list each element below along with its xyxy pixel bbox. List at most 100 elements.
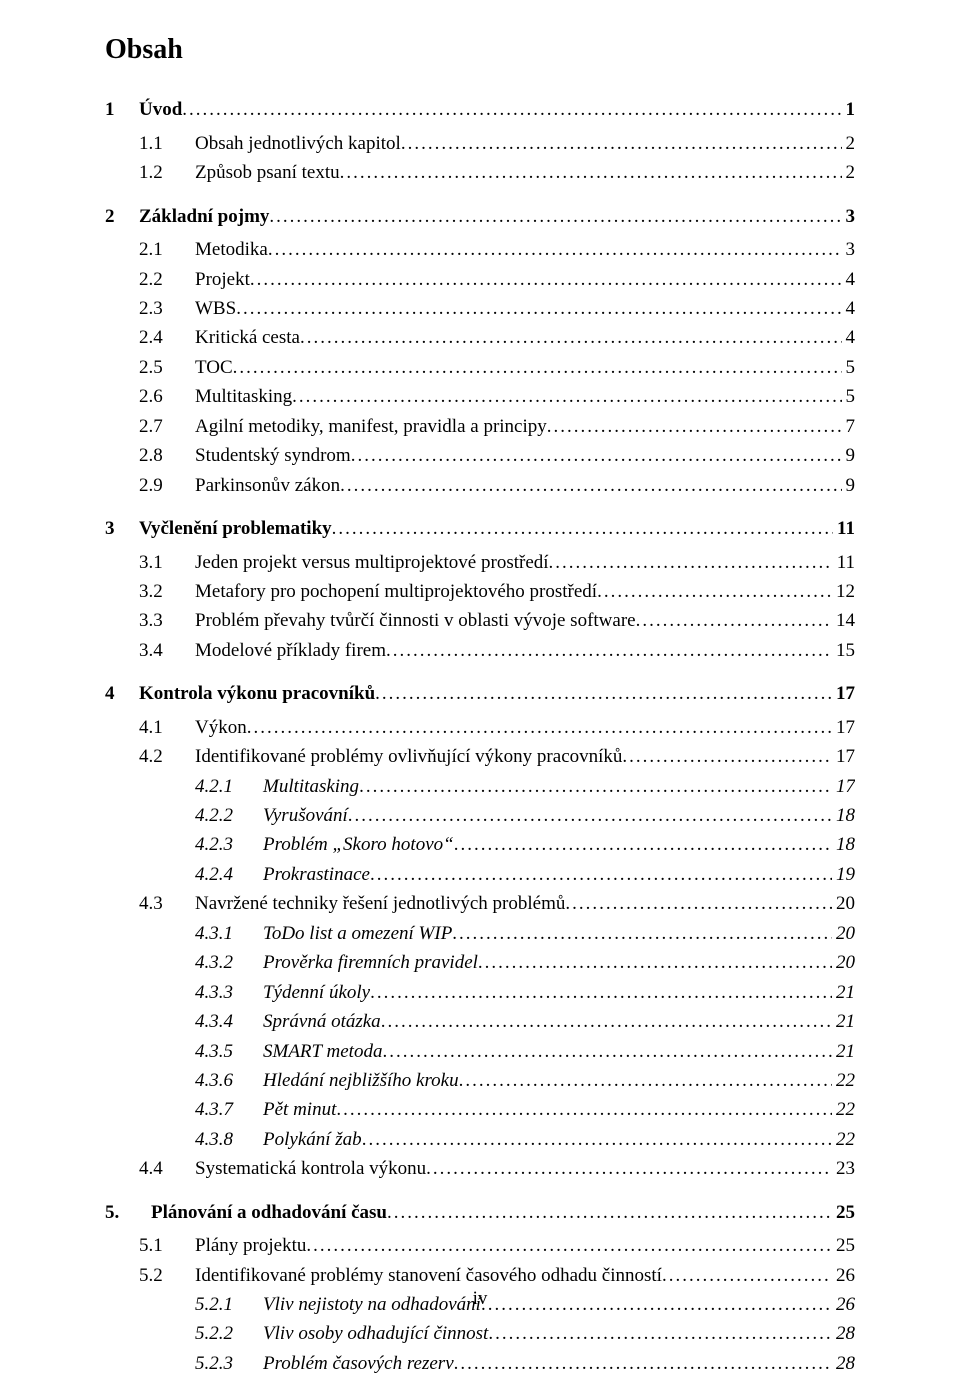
toc-dot-leader [370,978,832,1007]
toc-dot-leader [300,323,842,352]
toc-entry-number: 4.4 [139,1154,195,1183]
toc-entry: 5.2.3Problém časových rezerv28 [195,1349,855,1378]
toc-entry-label: Agilní metodiky, manifest, pravidla a pr… [195,412,547,441]
toc-entry: 3.4Modelové příklady firem15 [139,636,855,665]
toc-entry-label: Metafory pro pochopení multiprojektového… [195,577,597,606]
toc-entry-number: 2.6 [139,382,195,411]
toc-entry: 2.6Multitasking 5 [139,382,855,411]
toc-entry-page: 4 [846,323,856,352]
toc-entry-label: Způsob psaní textu [195,158,340,187]
toc-dot-leader [478,948,832,977]
toc-entry-label: Problém „Skoro hotovo“ [263,830,454,859]
toc-dot-leader [247,713,832,742]
toc-entry-number: 2.3 [139,294,195,323]
toc-entry-label: Kontrola výkonu pracovníků [139,679,375,708]
toc-entry-page: 28 [836,1349,855,1378]
toc-entry-label: Multitasking [263,772,359,801]
toc-entry-label: Multitasking [195,382,292,411]
toc-entry-number: 4.3.2 [195,948,263,977]
toc-entry-label: Projekt [195,265,250,294]
toc-entry-label: WBS [195,294,236,323]
toc-entry-number: 3.4 [139,636,195,665]
toc-entry-label: Problém časových rezerv [263,1349,454,1378]
toc-entry-label: Základní pojmy [139,202,269,231]
toc-entry-number: 3.3 [139,606,195,635]
toc-dot-leader [359,772,832,801]
toc-entry-number: 2.5 [139,353,195,382]
toc-entry-label: Vliv osoby odhadující činnost [263,1319,488,1348]
toc-entry-page: 5 [846,353,856,382]
toc-dot-leader [386,636,832,665]
toc-entry-number: 4 [105,679,139,708]
toc-entry: 3Vyčlenění problematiky11 [105,514,855,543]
toc-entry-number: 3.1 [139,548,195,577]
toc-entry-number: 4.3.5 [195,1037,263,1066]
toc-entry-label: Prověrka firemních pravidel [263,948,478,977]
toc-entry: 2.4Kritická cesta4 [139,323,855,352]
toc-entry-number: 2 [105,202,139,231]
toc-entry-number: 4.3.7 [195,1095,263,1124]
toc-entry: 2.7Agilní metodiky, manifest, pravidla a… [139,412,855,441]
toc-entry-page: 18 [836,801,855,830]
toc-entry-page: 21 [836,1007,855,1036]
toc-entry: 1.2Způsob psaní textu2 [139,158,855,187]
toc-entry-page: 14 [836,606,855,635]
toc-entry-page: 28 [836,1319,855,1348]
toc-entry-label: Správná otázka [263,1007,381,1036]
toc-entry-label: Kritická cesta [195,323,300,352]
toc-entry-page: 9 [846,441,856,470]
toc-dot-leader [340,158,842,187]
toc-entry: 4.2.1Multitasking17 [195,772,855,801]
toc-entry: 4.3Navržené techniky řešení jednotlivých… [139,889,855,918]
toc-dot-leader [454,830,832,859]
toc-entry: 4.2.2Vyrušování18 [195,801,855,830]
toc-entry-number: 4.2.3 [195,830,263,859]
toc-entry: 2.1Metodika3 [139,235,855,264]
toc-entry-page: 20 [836,919,855,948]
toc-entry-label: Prokrastinace [263,860,370,889]
toc-entry-label: Obsah jednotlivých kapitol [195,129,401,158]
toc-entry-page: 20 [836,948,855,977]
toc-dot-leader [375,679,832,708]
toc-entry-number: 2.1 [139,235,195,264]
toc-entry-label: Metodika [195,235,268,264]
toc-entry-number: 4.3.6 [195,1066,263,1095]
toc-entry-page: 22 [836,1125,855,1154]
toc-entry: 4.2.4Prokrastinace19 [195,860,855,889]
toc-entry-label: Plánování a odhadování času [151,1198,387,1227]
toc-entry-number: 4.2 [139,742,195,771]
toc-entry: 3.2Metafory pro pochopení multiprojektov… [139,577,855,606]
toc-dot-leader [426,1154,832,1183]
toc-dot-leader [387,1198,832,1227]
toc-entry-page: 22 [836,1066,855,1095]
toc-entry-page: 11 [837,514,855,543]
toc-dot-leader [336,1095,832,1124]
toc-entry-label: Problém převahy tvůrčí činnosti v oblast… [195,606,636,635]
toc-entry: 4.3.4Správná otázka21 [195,1007,855,1036]
toc-entry: 4.3.5SMART metoda21 [195,1037,855,1066]
toc-entry-page: 5 [846,382,856,411]
toc-entry-number: 3 [105,514,139,543]
toc-entry: 4.3.2Prověrka firemních pravidel 20 [195,948,855,977]
toc-dot-leader [636,606,832,635]
toc-entry: 1Úvod1 [105,95,855,124]
toc-dot-leader [547,412,842,441]
toc-entry-number: 2.7 [139,412,195,441]
toc-entry-label: Navržené techniky řešení jednotlivých pr… [195,889,565,918]
toc-entry-page: 20 [836,889,855,918]
toc-entry-page: 17 [836,713,855,742]
toc-entry-number: 1 [105,95,139,124]
toc-entry-number: 4.3.1 [195,919,263,948]
toc-entry-number: 1.1 [139,129,195,158]
toc-entry-label: Plány projektu [195,1231,306,1260]
page-footer: iv [0,1284,960,1313]
toc-entry-number: 4.3.8 [195,1125,263,1154]
toc-entry: 2.5TOC5 [139,353,855,382]
toc-entry-number: 4.1 [139,713,195,742]
toc-entry: 3.3Problém převahy tvůrčí činnosti v obl… [139,606,855,635]
toc-dot-leader [269,202,841,231]
toc-entry: 4.2.3Problém „Skoro hotovo“18 [195,830,855,859]
toc-entry: 2.9Parkinsonův zákon9 [139,471,855,500]
toc-entry-page: 22 [836,1095,855,1124]
toc-dot-leader [182,95,841,124]
